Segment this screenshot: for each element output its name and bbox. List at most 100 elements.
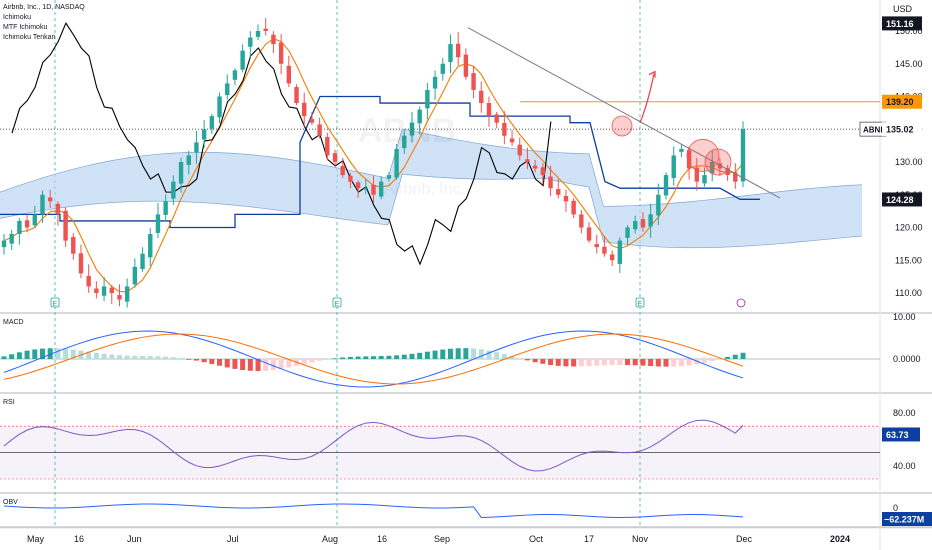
time-tick: 2024	[830, 534, 850, 544]
candle-body	[694, 167, 700, 182]
candle-body	[679, 148, 684, 152]
macd-histogram-bar	[486, 350, 492, 359]
earnings-marker	[50, 297, 60, 308]
candle-body	[348, 175, 353, 182]
candle-body	[432, 76, 438, 89]
highlight-circle	[704, 148, 732, 176]
candle-body	[17, 220, 22, 234]
highlight-circle	[686, 139, 720, 172]
macd-histogram-bar	[478, 349, 484, 359]
candle-body	[571, 200, 576, 215]
macd-histogram-bar	[594, 359, 600, 366]
macd-histogram-bar	[270, 359, 276, 371]
macd-histogram-bar	[39, 348, 45, 359]
candle-body	[55, 203, 61, 215]
dividend-marker	[736, 298, 746, 308]
candle-body	[502, 122, 507, 136]
candle-body	[417, 109, 422, 124]
macd-histogram-bar	[286, 359, 292, 368]
indicator-ichimoku[interactable]: Ichimoku	[3, 14, 32, 21]
candle-body	[232, 70, 238, 80]
candle-body	[286, 65, 292, 84]
macd-histogram-bar	[201, 359, 207, 363]
macd-histogram-bar	[601, 359, 607, 366]
time-tick: May	[27, 534, 45, 544]
candle-body	[302, 102, 307, 117]
candle-body	[32, 214, 37, 226]
candle-body	[317, 124, 322, 136]
macd-histogram-bar	[532, 359, 538, 363]
candle-body	[702, 175, 707, 184]
macd-histogram-bar	[163, 356, 169, 359]
symbol-badge: ABNB	[863, 126, 886, 135]
macd-histogram-bar	[309, 359, 315, 363]
candle-body	[394, 148, 399, 178]
macd-histogram-bar	[509, 356, 515, 359]
macd-histogram-bar	[386, 355, 392, 359]
time-tick: Dec	[736, 534, 753, 544]
macd-histogram-bar	[93, 352, 99, 359]
time-axis: May 16 Jun Jul Aug 16 Sep Oct 17 Nov Dec 2024	[0, 527, 932, 544]
macd-histogram-bar	[332, 358, 338, 360]
time-tick: Oct	[529, 534, 544, 544]
macd-tick: 10.00	[893, 312, 916, 322]
candle-body	[725, 168, 730, 176]
macd-histogram-bar	[24, 350, 30, 359]
ichimoku-lines	[0, 21, 760, 293]
candle-body	[163, 201, 168, 215]
macd-histogram-bar	[417, 352, 423, 359]
macd-histogram-bar	[440, 349, 446, 359]
candle-body	[371, 184, 376, 195]
candle-body	[194, 142, 199, 153]
macd-histogram-bar	[717, 359, 723, 360]
macd-histogram-bar	[694, 359, 700, 365]
candle-body	[479, 90, 484, 104]
candle-body	[171, 181, 176, 199]
macd-histogram-bar	[9, 354, 15, 359]
candle-body	[363, 188, 369, 190]
candle-body	[47, 197, 53, 202]
macd-histogram-bar	[255, 359, 261, 371]
macd-histogram-bar	[563, 359, 569, 367]
macd-histogram-bar	[586, 359, 592, 367]
annotations: ABNB Airbnb, Inc. E E E	[50, 27, 781, 308]
macd-histogram-bar	[109, 354, 115, 359]
macd-histogram-bar	[355, 356, 361, 359]
macd-histogram-bar	[401, 354, 407, 359]
macd-histogram-bar	[140, 355, 146, 359]
candle-body	[309, 118, 315, 123]
macd-histogram-bar	[116, 355, 122, 359]
candle-body	[486, 103, 492, 117]
cloud-area	[0, 128, 862, 248]
indicator-mtf-ichimoku[interactable]: MTF Ichimoku	[3, 24, 48, 31]
watermark-ticker: ABNB	[358, 112, 456, 150]
candle-body	[686, 150, 692, 169]
macd-histogram-bar	[232, 359, 238, 369]
obv-label: OBV	[3, 499, 18, 506]
support-badge: 124.28	[886, 195, 914, 205]
candle-body	[455, 43, 461, 58]
macd-histogram-bar	[47, 348, 53, 359]
macd-histogram-bar	[147, 356, 153, 359]
candle-body	[663, 175, 669, 196]
macd-histogram-bar	[732, 354, 738, 359]
macd-histogram-bar	[101, 353, 107, 359]
resistance-badge-bg	[882, 94, 922, 109]
last-price-badge: 135.02	[886, 125, 914, 135]
macd-label: MACD	[3, 319, 24, 326]
candle-body	[609, 254, 615, 261]
earnings-marker	[332, 297, 342, 308]
indicator-ichimoku-tenkan[interactable]: Ichimoku Tenkan	[3, 34, 56, 41]
candle-body	[625, 227, 630, 238]
macd-histogram-bar	[609, 359, 615, 366]
arrow-head	[648, 70, 656, 78]
candle-body	[294, 87, 299, 104]
obv-pane: OBV	[3, 499, 744, 518]
candle-body	[248, 37, 253, 47]
macd-histogram-bar	[455, 348, 461, 359]
candle-body	[525, 159, 530, 162]
candle-body	[155, 214, 161, 233]
time-tick: Jun	[127, 534, 142, 544]
macd-histogram-bar	[170, 357, 176, 359]
macd-histogram-bar	[301, 359, 307, 365]
